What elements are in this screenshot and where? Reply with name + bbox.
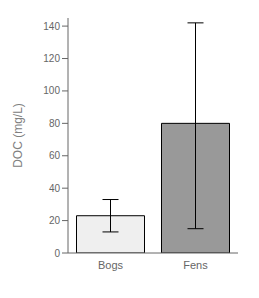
svg-text:40: 40 bbox=[49, 183, 61, 194]
svg-text:80: 80 bbox=[49, 118, 61, 129]
svg-text:60: 60 bbox=[49, 150, 61, 161]
svg-text:0: 0 bbox=[54, 248, 60, 259]
svg-text:120: 120 bbox=[43, 53, 60, 64]
svg-text:100: 100 bbox=[43, 85, 60, 96]
svg-text:20: 20 bbox=[49, 215, 61, 226]
svg-text:Bogs: Bogs bbox=[98, 259, 124, 271]
svg-text:DOC (mg/L): DOC (mg/L) bbox=[11, 103, 25, 168]
svg-text:Fens: Fens bbox=[183, 259, 208, 271]
svg-text:140: 140 bbox=[43, 21, 60, 32]
